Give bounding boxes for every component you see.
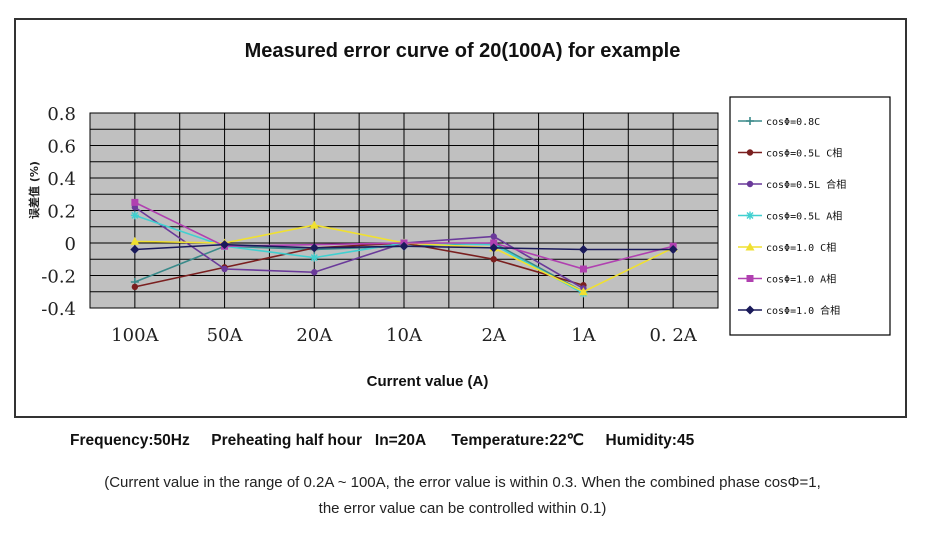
data-point <box>746 180 754 188</box>
legend-label: cosΦ=0.5L 合相 <box>766 178 846 191</box>
y-tick-label: -0.4 <box>41 299 76 320</box>
y-tick-label: 0.8 <box>47 104 76 125</box>
test-conditions: Frequency:50Hz Preheating half hour In=2… <box>70 432 695 449</box>
legend-label: cosΦ=1.0 A相 <box>766 273 836 286</box>
x-tick-label: 2A <box>481 325 506 346</box>
footnote-line-1: (Current value in the range of 0.2A ~ 10… <box>104 474 821 491</box>
data-point <box>130 245 140 254</box>
data-point <box>131 198 139 206</box>
legend-label: cosΦ=0.5L A相 <box>766 210 842 223</box>
data-point <box>578 245 588 254</box>
data-point <box>220 240 230 250</box>
legend-label: cosΦ=0.5L C相 <box>766 147 842 160</box>
x-tick-label: 20A <box>296 325 333 346</box>
data-point <box>399 241 409 251</box>
data-point <box>579 265 587 273</box>
x-tick-label: 50A <box>207 325 244 346</box>
data-point <box>221 265 228 273</box>
data-point <box>490 233 497 240</box>
x-axis-label: Current value (A) <box>366 373 489 390</box>
chart-frame <box>14 18 907 418</box>
data-point <box>310 253 319 262</box>
data-point <box>746 211 754 220</box>
data-point <box>130 211 139 220</box>
y-tick-label: 0.4 <box>47 169 76 190</box>
legend-label: cosΦ=0.8C <box>766 117 820 128</box>
data-point <box>578 287 588 296</box>
legend-label: cosΦ=1.0 合相 <box>766 304 840 317</box>
data-point <box>745 242 755 251</box>
y-tick-label: 0.6 <box>47 137 76 158</box>
footnote: (Current value in the range of 0.2A ~ 10… <box>0 470 925 522</box>
series-line <box>134 242 584 293</box>
data-point <box>311 269 318 276</box>
series-line <box>134 201 674 270</box>
series-line <box>134 214 584 295</box>
data-point <box>309 220 319 229</box>
data-point <box>131 283 139 291</box>
data-point <box>130 236 140 245</box>
y-tick-label: 0 <box>65 234 76 255</box>
footnote-line-2: the error value can be controlled within… <box>318 500 607 517</box>
series-line <box>134 242 584 288</box>
x-tick-label: 100A <box>111 325 159 346</box>
x-tick-label: 1A <box>571 325 596 346</box>
data-point <box>309 243 319 253</box>
data-point <box>745 305 755 315</box>
data-point <box>490 256 497 263</box>
x-tick-label: 10A <box>386 325 423 346</box>
y-tick-label: 0.2 <box>47 202 76 223</box>
data-point <box>746 117 754 125</box>
series-line <box>134 206 584 290</box>
y-tick-label: -0.2 <box>41 267 76 288</box>
data-point <box>746 149 754 156</box>
data-point <box>489 243 499 253</box>
data-point <box>668 245 678 254</box>
chart-title: Measured error curve of 20(100A) for exa… <box>244 40 681 62</box>
x-tick-label: 0. 2A <box>649 325 697 346</box>
data-point <box>746 275 754 282</box>
legend-label: cosΦ=1.0 C相 <box>766 241 836 254</box>
data-point <box>490 239 498 247</box>
y-axis-label: 误差值 (%) <box>27 161 41 219</box>
